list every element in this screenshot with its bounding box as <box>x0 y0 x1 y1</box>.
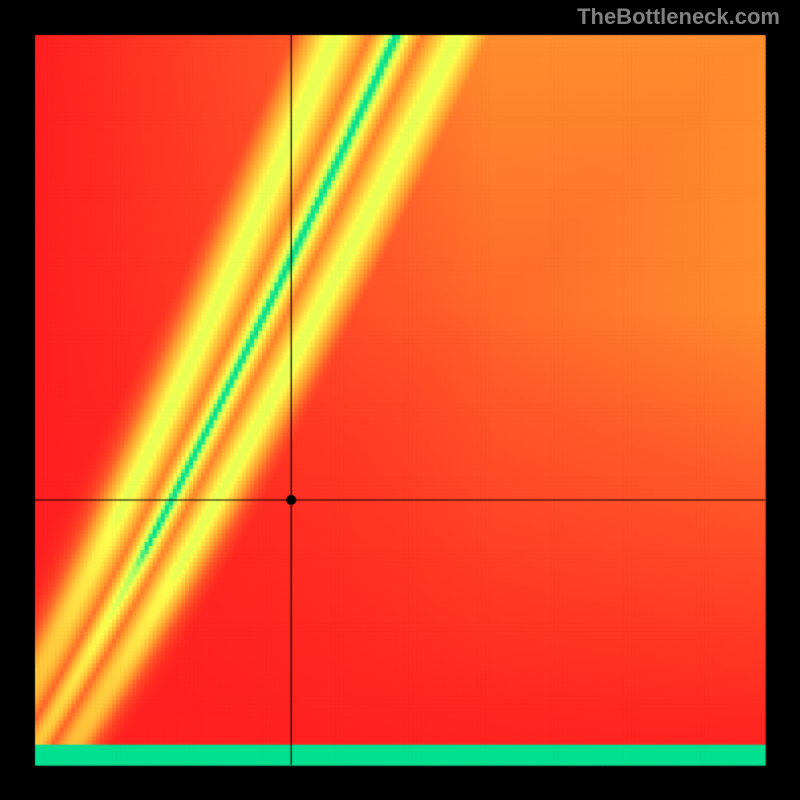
heatmap-canvas <box>0 0 800 800</box>
chart-container: { "attribution": "TheBottleneck.com", "c… <box>0 0 800 800</box>
attribution-text: TheBottleneck.com <box>577 4 780 30</box>
